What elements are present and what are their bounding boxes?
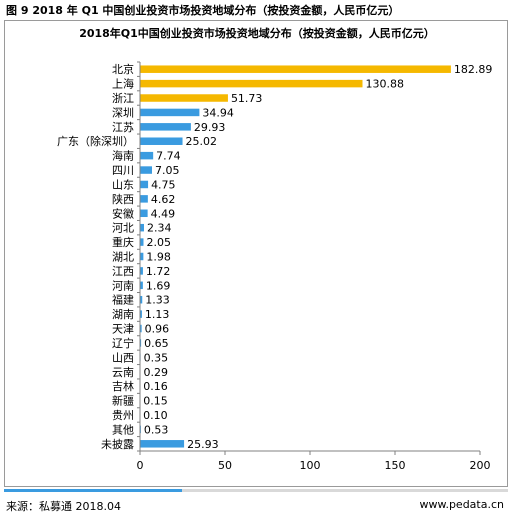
bar-14 (140, 267, 143, 275)
value-label-0: 182.89 (454, 63, 493, 76)
value-label-24: 0.10 (143, 409, 168, 422)
category-label-14: 江西 (112, 265, 134, 278)
value-label-20: 0.35 (144, 351, 169, 364)
category-label-11: 河北 (112, 222, 134, 235)
category-label-15: 河南 (112, 279, 134, 292)
value-label-8: 4.75 (151, 178, 176, 191)
value-label-14: 1.72 (146, 265, 171, 278)
value-label-13: 1.98 (146, 251, 171, 264)
value-label-5: 25.02 (186, 135, 218, 148)
category-label-1: 上海 (112, 77, 134, 91)
category-label-10: 安徽 (112, 206, 134, 220)
bar-5 (140, 137, 183, 145)
x-tick-label-2: 100 (300, 459, 321, 472)
value-label-25: 0.53 (144, 423, 169, 436)
value-label-22: 0.16 (143, 380, 168, 393)
category-label-3: 深圳 (112, 106, 134, 119)
bar-16 (140, 295, 143, 304)
value-label-6: 7.74 (156, 150, 181, 163)
category-label-12: 重庆 (112, 235, 134, 249)
bar-13 (140, 252, 144, 261)
footer-rule (4, 489, 508, 492)
bar-9 (140, 195, 148, 203)
category-label-13: 湖北 (112, 251, 134, 264)
value-label-9: 4.62 (151, 193, 176, 206)
category-label-2: 浙江 (112, 92, 134, 105)
category-label-4: 江苏 (112, 121, 134, 134)
bar-3 (140, 108, 200, 117)
bar-7 (140, 166, 152, 174)
value-label-12: 2.05 (146, 236, 171, 249)
value-label-3: 34.94 (202, 106, 234, 119)
category-label-9: 陕西 (112, 192, 134, 206)
value-label-11: 2.34 (147, 222, 172, 235)
bar-2 (140, 94, 228, 102)
x-tick-label-0: 0 (137, 459, 144, 472)
value-label-15: 1.69 (146, 279, 171, 292)
bar-17 (140, 310, 142, 318)
x-tick-label-3: 150 (385, 459, 406, 472)
value-label-19: 0.65 (144, 337, 169, 350)
bar-8 (140, 180, 149, 189)
category-label-24: 贵州 (112, 409, 134, 422)
bar-18 (140, 324, 142, 333)
category-label-7: 四川 (112, 164, 134, 177)
category-label-22: 吉林 (112, 379, 134, 393)
value-label-18: 0.96 (145, 323, 170, 336)
value-label-16: 1.33 (145, 294, 170, 307)
category-label-6: 海南 (112, 149, 134, 163)
category-label-0: 北京 (112, 62, 134, 76)
category-label-16: 福建 (112, 293, 134, 307)
bar-1 (140, 79, 363, 88)
category-label-23: 新疆 (112, 394, 134, 408)
bar-6 (140, 151, 154, 160)
value-label-21: 0.29 (143, 366, 168, 379)
footer-source: 来源：私募通 2018.04 (6, 500, 121, 513)
value-label-4: 29.93 (194, 121, 226, 134)
value-label-10: 4.49 (151, 207, 176, 220)
value-label-2: 51.73 (231, 92, 263, 105)
category-labels-group: 北京上海浙江深圳江苏广东（除深圳）海南四川山东陕西安徽河北重庆湖北江西河南福建湖… (57, 62, 134, 451)
category-label-21: 云南 (112, 366, 134, 379)
category-label-18: 天津 (112, 323, 134, 336)
x-tick-label-1: 50 (218, 459, 232, 472)
chart-frame (4, 20, 508, 487)
bar-19 (140, 339, 142, 347)
chart-title: 2018年Q1中国创业投资市场投资地域分布（按投资金额，人民币亿元） (79, 27, 435, 40)
bars-group (140, 65, 451, 448)
bar-15 (140, 281, 143, 290)
category-label-5: 广东（除深圳） (57, 134, 134, 148)
x-tick-label-4: 200 (470, 459, 491, 472)
figure-caption: 图 9 2018 年 Q1 中国创业投资市场投资地域分布（按投资金额，人民币亿元… (6, 4, 400, 17)
bar-10 (140, 209, 148, 218)
bar-0 (140, 65, 451, 73)
bar-11 (140, 223, 144, 232)
value-label-26: 25.93 (187, 438, 219, 451)
category-label-26: 未披露 (101, 437, 134, 451)
category-label-20: 山西 (112, 351, 134, 364)
value-label-17: 1.13 (145, 308, 170, 321)
value-label-1: 130.88 (366, 78, 405, 91)
footer-rule-accent (4, 489, 182, 492)
category-label-17: 湖南 (112, 308, 134, 321)
category-label-19: 辽宁 (112, 336, 134, 350)
category-label-25: 其他 (112, 423, 134, 436)
bar-12 (140, 238, 144, 246)
bar-4 (140, 123, 191, 131)
axes-group: 0 50 100 150 200 (137, 61, 491, 472)
bar-26 (140, 440, 185, 448)
category-label-8: 山东 (112, 178, 134, 191)
footer-url[interactable]: www.pedata.cn (419, 498, 504, 511)
value-label-23: 0.15 (143, 395, 168, 408)
value-label-7: 7.05 (155, 164, 180, 177)
